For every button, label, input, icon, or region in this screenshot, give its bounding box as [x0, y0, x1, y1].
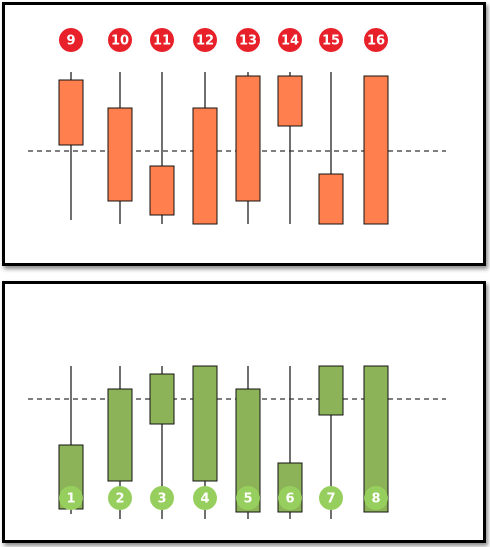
bottom-badge-circle-1 — [59, 486, 83, 510]
bottom-badge-label-5: 5 — [243, 492, 252, 507]
top-badge-circle-16 — [364, 28, 388, 52]
top-badge-label-11: 11 — [153, 34, 171, 49]
top-body-15 — [318, 173, 344, 225]
top-candle-14 — [277, 72, 303, 224]
top-badge-label-10: 10 — [111, 34, 129, 49]
bottom-body-3 — [149, 373, 175, 425]
bottom-body-4 — [192, 365, 218, 482]
bottom-badge-circle-3 — [150, 486, 174, 510]
bottom-badge-circle-6 — [278, 486, 302, 510]
bottom-candlestick-diagram: 1 2 3 4 5 6 7 8 — [28, 365, 446, 519]
bottom-badge-circle-2 — [108, 486, 132, 510]
top-badge-circle-12 — [193, 28, 217, 52]
bottom-panel: 1 2 3 4 5 6 7 8 — [2, 281, 486, 543]
top-body-10 — [107, 107, 133, 202]
top-badge-circle-13 — [236, 28, 260, 52]
top-badge-label-12: 12 — [196, 34, 214, 49]
bottom-badge-circle-8 — [364, 486, 388, 510]
top-badge-circle-14 — [278, 28, 302, 52]
top-badge-16: 16 — [364, 28, 388, 52]
bottom-badge-1: 1 — [59, 486, 83, 510]
top-candle-10 — [107, 72, 133, 224]
bottom-badge-3: 3 — [150, 486, 174, 510]
top-body-9 — [58, 79, 84, 146]
top-badge-9: 9 — [59, 28, 83, 52]
bottom-badge-circle-7 — [319, 486, 343, 510]
top-badge-label-16: 16 — [367, 34, 385, 49]
top-body-14 — [277, 75, 303, 127]
top-candle-11 — [149, 72, 175, 224]
top-badge-label-9: 9 — [66, 34, 75, 49]
top-candle-9 — [58, 72, 84, 220]
bottom-body-7 — [318, 365, 344, 416]
bottom-badge-label-7: 7 — [326, 492, 335, 507]
top-candlestick-diagram: 9 10 11 12 13 14 15 16 — [28, 28, 446, 225]
top-badge-circle-11 — [150, 28, 174, 52]
bottom-badge-label-4: 4 — [200, 492, 209, 507]
top-candle-15 — [318, 72, 344, 225]
bottom-badge-5: 5 — [236, 486, 260, 510]
bottom-badge-6: 6 — [278, 486, 302, 510]
top-badge-11: 11 — [150, 28, 174, 52]
top-body-12 — [192, 107, 218, 225]
bottom-badge-circle-4 — [193, 486, 217, 510]
top-body-16 — [363, 75, 389, 225]
top-badge-14: 14 — [278, 28, 302, 52]
bottom-badge-label-3: 3 — [157, 492, 166, 507]
top-body-11 — [149, 165, 175, 216]
bottom-badge-2: 2 — [108, 486, 132, 510]
bottom-body-2 — [107, 388, 133, 482]
bottom-badge-label-2: 2 — [115, 492, 124, 507]
top-badge-label-15: 15 — [322, 34, 340, 49]
bottom-badge-label-8: 8 — [371, 492, 380, 507]
top-badge-13: 13 — [236, 28, 260, 52]
bottom-candle-2 — [107, 366, 133, 519]
top-badge-label-13: 13 — [239, 34, 257, 49]
top-candle-16 — [363, 75, 389, 225]
top-badge-12: 12 — [193, 28, 217, 52]
top-badge-15: 15 — [319, 28, 343, 52]
bottom-badge-7: 7 — [319, 486, 343, 510]
top-badge-circle-10 — [108, 28, 132, 52]
top-panel: 9 10 11 12 13 14 15 16 — [2, 2, 486, 266]
top-badge-label-14: 14 — [281, 34, 299, 49]
top-badge-circle-9 — [59, 28, 83, 52]
bottom-candle-3 — [149, 366, 175, 519]
top-badge-10: 10 — [108, 28, 132, 52]
top-badge-circle-15 — [319, 28, 343, 52]
bottom-badge-4: 4 — [193, 486, 217, 510]
bottom-badge-8: 8 — [364, 486, 388, 510]
top-candle-12 — [192, 72, 218, 225]
bottom-badge-label-1: 1 — [66, 492, 75, 507]
top-body-13 — [235, 75, 261, 202]
bottom-badge-label-6: 6 — [285, 492, 294, 507]
bottom-candle-4 — [192, 365, 218, 519]
bottom-badge-circle-5 — [236, 486, 260, 510]
top-candle-13 — [235, 72, 261, 224]
